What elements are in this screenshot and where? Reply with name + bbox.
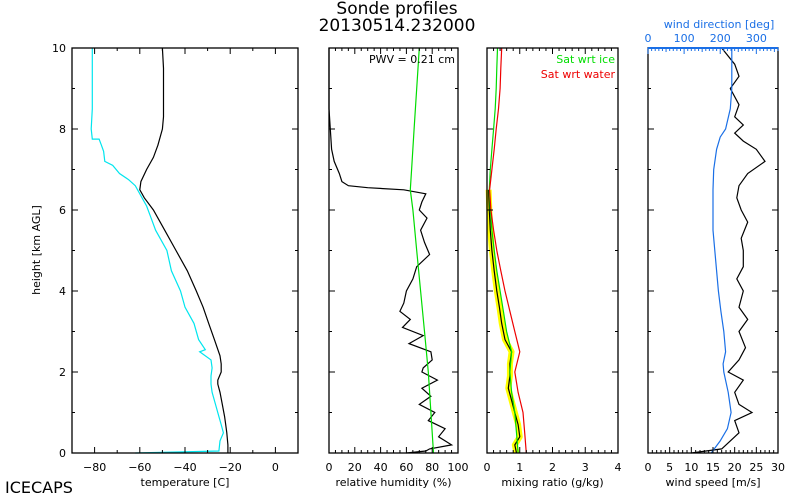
x-tick-label: 2 bbox=[549, 461, 556, 474]
legend-entry-sat-wrt-ice: Sat wrt ice bbox=[556, 53, 615, 66]
series-wind-direction bbox=[710, 48, 733, 454]
y-tick-label: 8 bbox=[59, 123, 66, 136]
panel-mixing-ratio: 0 1 2 3 4 mixing ratio (g/kg) Sat wrt ice Sat w… bbox=[484, 47, 622, 489]
x-tick-label: −20 bbox=[219, 461, 242, 474]
x-axis-label: temperature [C] bbox=[141, 476, 230, 489]
x-axis-label: wind speed [m/s] bbox=[666, 476, 761, 489]
x-axis-label: relative humidity (%) bbox=[335, 476, 451, 489]
x2-tick-label: 100 bbox=[674, 32, 695, 45]
x-tick-label: 80 bbox=[425, 461, 439, 474]
y-tick-label: 4 bbox=[59, 285, 66, 298]
y-tick-label: 2 bbox=[59, 366, 66, 379]
x-tick-label: 1 bbox=[516, 461, 523, 474]
x-tick-label: 10 bbox=[684, 461, 698, 474]
y-tick-label: 10 bbox=[52, 42, 66, 55]
series-temperature bbox=[139, 47, 229, 453]
x-tick-label: 0 bbox=[326, 461, 333, 474]
figure-title: Sonde profiles bbox=[336, 0, 457, 19]
panel-wind: 0 5 10 15 20 25 30 wind speed [m/s] 0 100 200 300wi… bbox=[645, 18, 786, 489]
x-tick-label: 30 bbox=[771, 461, 785, 474]
x-tick-label: 100 bbox=[448, 461, 469, 474]
x-tick-label: −40 bbox=[173, 461, 196, 474]
x-tick-label: 0 bbox=[645, 461, 652, 474]
x2-tick-label: 300 bbox=[746, 32, 767, 45]
x2-axis-label: wind direction [deg] bbox=[664, 18, 775, 31]
x-tick-label: 20 bbox=[728, 461, 742, 474]
legend-entry-sat-wrt-water: Sat wrt water bbox=[541, 68, 616, 81]
x-tick-label: 5 bbox=[666, 461, 673, 474]
series-sat-wrt-ice bbox=[488, 47, 519, 454]
panel-relative-humidity: 0 20 40 60 80 100 relative humidity (%) PWV = 0… bbox=[326, 47, 469, 489]
series-rh-wrt-ice bbox=[409, 47, 435, 454]
plot-frame bbox=[647, 47, 779, 454]
plot-frame bbox=[328, 47, 459, 454]
x-tick-label: 40 bbox=[374, 461, 388, 474]
x-tick-label: 4 bbox=[615, 461, 622, 474]
y-axis-label: height [km AGL] bbox=[30, 205, 43, 295]
series-dewpoint bbox=[90, 48, 225, 454]
plot-frame bbox=[71, 47, 299, 454]
series-rh bbox=[328, 48, 454, 454]
x2-tick-label: 0 bbox=[645, 32, 652, 45]
x2-tick-label: 200 bbox=[710, 32, 731, 45]
series-wind-speed bbox=[691, 47, 766, 454]
pwv-annotation: PWV = 0.21 cm bbox=[369, 53, 455, 66]
x-tick-label: 3 bbox=[582, 461, 589, 474]
x-tick-label: 0 bbox=[272, 461, 279, 474]
x-tick-label: 60 bbox=[399, 461, 413, 474]
x-axis-label: mixing ratio (g/kg) bbox=[501, 476, 603, 489]
x-tick-label: 25 bbox=[749, 461, 763, 474]
series-sat-wrt-water bbox=[488, 47, 527, 454]
x-tick-label: −80 bbox=[83, 461, 106, 474]
y-tick-label: 6 bbox=[59, 204, 66, 217]
x-tick-label: −60 bbox=[128, 461, 151, 474]
footer-label: ICECAPS bbox=[5, 478, 73, 497]
x-tick-label: 20 bbox=[348, 461, 362, 474]
figure-subtitle: 20130514.232000 bbox=[319, 16, 476, 36]
panel-temperature: 0 2 4 6 8 10 −80 −60 −40 −20 0 temperature [C] bbox=[52, 42, 299, 489]
x-tick-label: 15 bbox=[706, 461, 720, 474]
x-tick-label: 0 bbox=[484, 461, 491, 474]
y-tick-label: 0 bbox=[59, 447, 66, 460]
